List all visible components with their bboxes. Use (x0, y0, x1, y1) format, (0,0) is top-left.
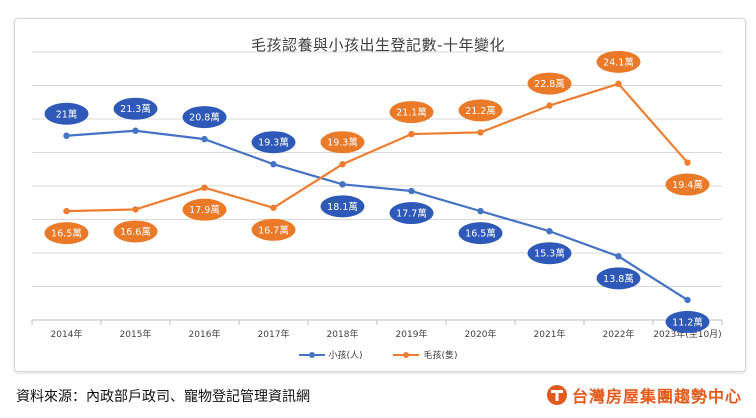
data-point (201, 184, 208, 191)
brand-name: 台灣房屋集團趨勢中心 (571, 387, 742, 406)
data-label: 19.4萬 (672, 179, 703, 191)
legend-item-pets: 毛孩(隻) (393, 348, 457, 361)
data-label: 24.1萬 (603, 56, 634, 68)
legend-line-marker-icon (393, 350, 420, 360)
data-point (201, 135, 208, 143)
data-label-badge (320, 131, 365, 154)
data-label-badge (665, 173, 710, 196)
data-label: 16.5萬 (465, 228, 496, 240)
data-point (408, 130, 415, 138)
data-label-badge (458, 222, 503, 245)
data-label: 18.1萬 (327, 201, 358, 213)
data-point (63, 132, 70, 139)
data-label-badge (251, 131, 296, 154)
data-label-badge (44, 102, 89, 125)
data-point (270, 161, 277, 168)
data-point (408, 187, 415, 195)
data-point (339, 181, 346, 188)
x-tick-label: 2023年(至10月) (653, 328, 721, 340)
brand-logo-block: 台灣房屋集團趨勢中心 (546, 383, 742, 407)
data-label: 21.1萬 (396, 107, 427, 119)
data-point (684, 296, 691, 304)
data-label-badge (458, 99, 503, 122)
data-label-badge (596, 267, 641, 290)
data-label-badge (527, 242, 572, 265)
data-point (477, 207, 484, 215)
x-tick-label: 2020年 (465, 328, 497, 340)
data-point (132, 206, 139, 213)
data-label-badge (113, 97, 158, 120)
data-point (684, 159, 691, 166)
data-label: 16.5萬 (51, 228, 82, 240)
data-label: 16.6萬 (120, 226, 151, 238)
x-tick-label: 2015年 (120, 328, 152, 340)
x-tick-label: 2019年 (396, 328, 428, 340)
data-label-badge (389, 202, 434, 225)
data-label: 17.7萬 (396, 208, 427, 220)
data-label-badge (182, 106, 227, 129)
data-point (132, 127, 139, 134)
x-tick-label: 2022年 (603, 328, 635, 340)
data-label: 21.2萬 (465, 105, 496, 117)
data-label-badge (113, 220, 158, 243)
x-tick-label: 2017年 (258, 328, 290, 340)
data-label: 20.8萬 (189, 112, 220, 124)
data-label-badge (320, 195, 365, 218)
source-note: 資料來源：內政部戶政司、寵物登記管理資訊網 (16, 389, 310, 405)
series-line (66, 82, 689, 213)
data-label: 22.8萬 (534, 78, 565, 90)
data-label-badge (665, 310, 710, 333)
x-tick-label: 2016年 (189, 328, 221, 340)
x-tick-label: 2018年 (327, 328, 359, 340)
chart-legend: 小孩(人) 毛孩(隻) (0, 348, 756, 363)
data-label: 13.8萬 (603, 273, 634, 285)
data-label: 21.3萬 (120, 103, 151, 115)
x-tick-label: 2021年 (534, 328, 566, 340)
data-label-badge (527, 72, 572, 95)
data-label: 16.7萬 (258, 224, 289, 236)
x-tick-label: 2014年 (51, 328, 83, 340)
data-label: 21萬 (56, 108, 78, 120)
legend-item-children: 小孩(人) (298, 348, 363, 361)
data-point (546, 102, 553, 109)
data-point (477, 129, 484, 136)
chart-frame (14, 18, 746, 372)
legend-line-marker-icon (298, 350, 325, 360)
data-label: 19.3萬 (327, 137, 358, 149)
series-line (66, 129, 689, 301)
data-label: 19.3萬 (258, 137, 289, 149)
legend-label-pets: 毛孩(隻) (423, 351, 458, 361)
brand-logo-icon (546, 385, 567, 405)
data-label-badge (251, 218, 296, 241)
chart-title: 毛孩認養與小孩出生登記數-十年變化 (251, 36, 505, 54)
data-label: 15.3萬 (534, 248, 565, 260)
data-label-badge (389, 101, 434, 124)
data-label-badge (44, 222, 89, 245)
legend-label-children: 小孩(人) (328, 351, 363, 361)
data-label-badge (182, 198, 227, 221)
data-label: 11.2萬 (672, 316, 703, 328)
data-point (615, 253, 622, 260)
data-point (63, 207, 70, 215)
data-label: 17.9萬 (189, 204, 220, 216)
data-point (270, 204, 277, 211)
data-point (546, 228, 553, 235)
data-label-badge (596, 50, 641, 73)
data-point (339, 161, 346, 168)
data-point (615, 80, 622, 88)
